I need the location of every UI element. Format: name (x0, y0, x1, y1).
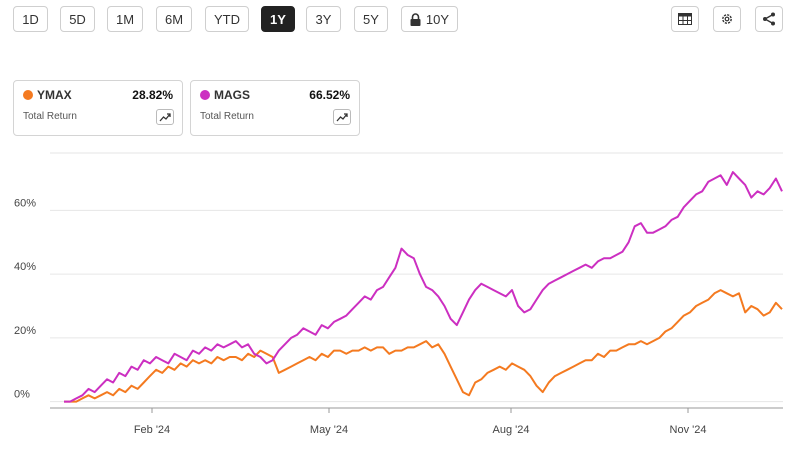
series-line-ymax (64, 289, 783, 403)
settings-button[interactable] (713, 6, 741, 32)
x-tick-label: Nov '24 (670, 424, 707, 436)
series-line-mags (64, 171, 783, 403)
share-button[interactable] (755, 6, 783, 32)
y-tick-label: 60% (14, 197, 36, 209)
mags-card: MAGS 66.52% Total Return (190, 80, 360, 136)
range-5d-button[interactable]: 5D (60, 6, 95, 32)
ymax-return-label: Total Return (23, 111, 77, 122)
mags-return-label: Total Return (200, 111, 254, 122)
range-1d-button[interactable]: 1D (13, 6, 48, 32)
y-tick-label: 40% (14, 261, 36, 273)
trend-up-icon (159, 113, 171, 122)
y-tick-label: 20% (14, 325, 36, 337)
ymax-color-dot (23, 90, 33, 100)
lock-icon (410, 12, 421, 26)
range-1y-button[interactable]: 1Y (261, 6, 295, 32)
range-3y-button[interactable]: 3Y (306, 6, 341, 32)
ymax-return-value: 28.82% (132, 88, 173, 102)
table-view-button[interactable] (671, 6, 699, 32)
ymax-trend-button[interactable] (156, 109, 174, 125)
range-5y-button[interactable]: 5Y (354, 6, 388, 32)
y-tick-label: 0% (14, 389, 30, 401)
mags-trend-button[interactable] (333, 109, 351, 125)
x-tick-label: Feb '24 (134, 424, 170, 436)
mags-ticker: MAGS (214, 88, 250, 102)
mags-color-dot (200, 90, 210, 100)
ymax-card: YMAX 28.82% Total Return (13, 80, 183, 136)
range-10y-label: 10Y (425, 11, 450, 27)
range-ytd-button[interactable]: YTD (205, 6, 249, 32)
trend-up-icon (336, 113, 348, 122)
share-icon (763, 12, 775, 26)
range-1m-button[interactable]: 1M (107, 6, 143, 32)
table-icon (678, 13, 692, 25)
mags-return-value: 66.52% (309, 88, 350, 102)
ymax-ticker: YMAX (37, 88, 72, 102)
gear-icon (722, 14, 732, 24)
x-tick-label: May '24 (310, 424, 348, 436)
x-tick-label: Aug '24 (493, 424, 530, 436)
range-6m-button[interactable]: 6M (156, 6, 192, 32)
range-10y-button[interactable]: 10Y (401, 6, 458, 32)
